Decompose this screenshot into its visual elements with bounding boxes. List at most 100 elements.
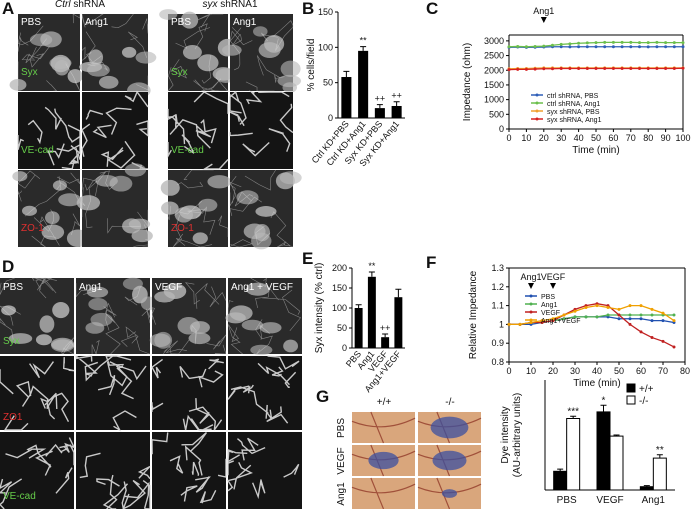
- bar-label: **: [360, 36, 368, 46]
- micrograph-bg: [152, 356, 226, 430]
- junction: [0, 357, 75, 431]
- panel-letter: D: [2, 257, 14, 276]
- nucleus: [154, 331, 173, 349]
- column-label: Ang1: [233, 17, 257, 28]
- header-text: shRNA: [73, 0, 105, 10]
- x-tick-label: 50: [591, 133, 601, 143]
- junction: [17, 13, 81, 92]
- junction: [151, 358, 224, 431]
- point: [603, 66, 607, 70]
- micrograph: [226, 432, 302, 509]
- point: [585, 45, 589, 49]
- point: [661, 319, 665, 323]
- nucleus: [58, 193, 82, 207]
- y-tick-label: 3000: [484, 36, 504, 46]
- error-bar: [600, 404, 607, 412]
- point: [577, 66, 581, 70]
- column-label: -/-: [445, 397, 454, 408]
- x-tick-label: 0: [506, 133, 511, 143]
- panel-letter: A: [2, 0, 14, 18]
- bar-label: **: [656, 445, 664, 456]
- point: [672, 45, 676, 49]
- nucleus: [163, 283, 187, 299]
- point: [638, 45, 641, 49]
- bar: [354, 308, 363, 348]
- point: [629, 66, 633, 70]
- dye-spot: [441, 489, 458, 498]
- point: [639, 330, 643, 334]
- legend-marker: [535, 93, 539, 97]
- point: [551, 43, 554, 47]
- junction: [17, 106, 81, 170]
- y-tick-label: 1.3: [491, 263, 504, 273]
- bar: [341, 77, 352, 118]
- point: [650, 336, 654, 340]
- nucleus: [192, 232, 208, 245]
- point: [620, 66, 624, 70]
- dye-image: [352, 478, 415, 509]
- micrograph: [151, 432, 227, 509]
- point: [646, 66, 650, 70]
- row-label: Syx: [3, 336, 20, 347]
- point: [655, 66, 659, 70]
- micrograph: [227, 355, 302, 430]
- nucleus: [264, 35, 285, 53]
- point: [577, 45, 581, 49]
- point: [646, 41, 650, 45]
- nucleus: [135, 51, 157, 64]
- nucleus: [161, 201, 179, 215]
- micrograph: [12, 170, 90, 248]
- annotation: Ang1: [520, 272, 541, 282]
- nucleus: [52, 301, 70, 319]
- point: [573, 315, 577, 319]
- annotation-arrow: [540, 17, 547, 23]
- nucleus: [197, 54, 219, 72]
- series-line: [509, 304, 675, 326]
- nucleus: [128, 218, 151, 230]
- junction: [229, 90, 294, 157]
- junction: [75, 283, 151, 355]
- x-axis-label: Time (min): [573, 378, 620, 389]
- micrograph: [222, 14, 302, 93]
- legend-marker: [529, 310, 533, 314]
- micrograph: [229, 169, 302, 250]
- micrograph-bg: [228, 432, 302, 509]
- junction: [0, 437, 76, 509]
- x-tick-label: 10: [521, 133, 531, 143]
- point: [516, 44, 520, 48]
- point: [573, 309, 577, 313]
- y-tick-label: 0: [499, 124, 504, 134]
- point: [655, 45, 659, 49]
- gene-name: syx: [202, 0, 218, 10]
- point: [518, 322, 522, 326]
- point: [672, 313, 676, 317]
- vessel: [351, 477, 416, 509]
- nucleus: [90, 312, 113, 327]
- row-label: ZO-1: [171, 223, 194, 234]
- annotation: Ang1: [533, 6, 554, 16]
- x-axis-label: Time (min): [572, 145, 619, 156]
- y-tick-label: 1.2: [491, 282, 504, 292]
- x-tick-label: PBS: [557, 495, 577, 506]
- y-tick-label: 1000: [484, 95, 504, 105]
- bar: [367, 276, 376, 348]
- micrograph: [149, 278, 227, 355]
- row-label: VE-cad: [3, 491, 36, 502]
- nucleus: [8, 333, 33, 344]
- bar-label: ++: [391, 91, 402, 101]
- bar-label: *: [602, 395, 606, 406]
- x-tick-label: Ang1: [642, 495, 666, 506]
- nucleus: [275, 172, 295, 190]
- point: [617, 313, 621, 317]
- bar-label: ***: [567, 406, 579, 417]
- junction: [81, 170, 149, 248]
- y-axis-label: Dye intensity: [500, 406, 511, 463]
- micrograph: [76, 163, 153, 248]
- point: [606, 313, 610, 317]
- micrograph: [229, 90, 294, 169]
- point: [533, 44, 537, 48]
- y-tick-label: 1500: [484, 80, 504, 90]
- panel-letter: E: [302, 249, 313, 268]
- point: [584, 315, 588, 319]
- nucleus: [255, 206, 277, 217]
